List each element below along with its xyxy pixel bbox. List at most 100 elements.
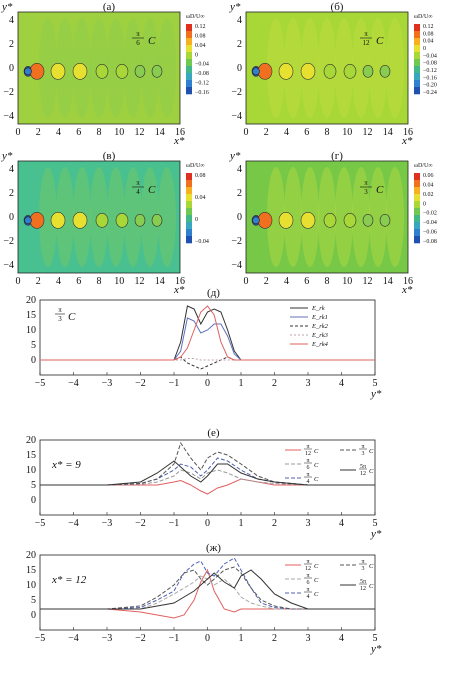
legend-unit: C: [314, 577, 319, 584]
colorbar-tick: 0: [195, 217, 198, 223]
vortex-2: [50, 212, 66, 229]
colorbar-swatch: [414, 201, 420, 209]
colorbar-swatch: [186, 31, 192, 39]
y-tick-label: 5: [31, 480, 36, 491]
wake-band: [56, 167, 74, 267]
wake-band: [56, 18, 74, 118]
y-axis-label: y*: [229, 150, 241, 162]
x-tick-label: −3: [102, 378, 113, 389]
y-tick-label: 20: [26, 435, 36, 446]
legend-numerator: 5π: [360, 464, 366, 470]
wake-band: [158, 18, 176, 118]
y-tick-label: −2: [231, 236, 242, 247]
x-tick-label: 6: [76, 127, 81, 138]
x-tick-label: 6: [76, 276, 81, 287]
colorbar-tick: 0.12: [423, 24, 434, 30]
x-tick-label: 2: [264, 276, 269, 287]
colorbar-tick: 0.08: [195, 173, 206, 179]
legend-numerator: π: [306, 559, 309, 565]
vortex-7: [151, 214, 163, 227]
colorbar-swatch: [186, 24, 192, 32]
x-tick-label: −5: [35, 378, 46, 389]
angle-unit: C: [376, 35, 384, 47]
x-tick-label: 16: [175, 276, 185, 287]
vortex-1: [29, 63, 45, 80]
colorbar-swatch: [414, 180, 420, 188]
x-tick-label: −3: [102, 518, 113, 529]
colorbar-tick: −0.12: [423, 68, 437, 74]
x-tick-label: 3: [306, 633, 311, 644]
colorbar-swatch: [186, 201, 192, 209]
angle-numerator: π: [364, 179, 368, 187]
colorbar-tick: −0.16: [195, 90, 209, 96]
series-line-4: [40, 305, 375, 361]
x-tick-label: 3: [306, 378, 311, 389]
colorbar-tick: −0.04: [195, 62, 209, 68]
wake-band: [141, 167, 159, 267]
x-tick-label: 14: [155, 127, 165, 138]
y-tick-label: −4: [231, 111, 242, 122]
x-tick-label: 0: [205, 378, 210, 389]
y-tick-label: 4: [237, 15, 242, 26]
y-tick-label: 10: [26, 580, 36, 591]
panel-label: (б): [331, 1, 344, 13]
plot-area: [39, 554, 376, 631]
y-axis-label: y*: [1, 150, 13, 162]
series-line-2: [40, 557, 375, 610]
wake-band: [39, 18, 57, 118]
x-tick-label: 4: [339, 378, 344, 389]
series-line-3: [40, 566, 375, 610]
vortex-4: [95, 64, 109, 79]
x-tick-label: −3: [102, 633, 113, 644]
y-tick-label: 20: [26, 295, 36, 306]
legend-unit: C: [314, 476, 319, 483]
wake-band: [386, 167, 404, 267]
legend-numerator: π: [306, 472, 309, 478]
series-line-0: [40, 568, 375, 619]
x-tick-label: 1: [239, 518, 244, 529]
legend-numerator: π: [361, 559, 364, 565]
colorbar-tick: 0.12: [195, 24, 206, 30]
series-line-4: [40, 460, 375, 486]
angle-unit: C: [148, 35, 156, 47]
colorbar-title: ωD/U∞: [186, 163, 205, 169]
x-tick-label: −2: [135, 518, 146, 529]
contour-panel-3: 0 2 4 6 8 10 12 14 16 4 2 0 −2 −4 x* y* (г) π3 CωD/U∞ 0.06 0…: [229, 150, 437, 296]
colorbar-swatch: [186, 187, 192, 195]
series-line-2: [40, 457, 375, 486]
vortex-6: [362, 214, 374, 227]
y-tick-label: −4: [231, 260, 242, 271]
legend-denominator: 12: [360, 586, 366, 592]
wake-band: [386, 18, 404, 118]
x-tick-label: 4: [56, 127, 61, 138]
wake-band: [267, 167, 285, 267]
x-tick-label: 12: [135, 276, 145, 287]
legend-unit: C: [314, 563, 319, 570]
legend-numerator: π: [306, 444, 309, 450]
vortex-6: [134, 65, 146, 78]
y-tick-label: 20: [26, 550, 36, 561]
vortex-5: [343, 64, 357, 79]
legend-denominator: 4: [307, 479, 310, 485]
colorbar-swatch: [414, 52, 420, 60]
colorbar-swatch: [186, 180, 192, 188]
colorbar-tick: 0: [195, 52, 198, 58]
legend-unit: C: [369, 448, 374, 455]
angle-denominator: 4: [136, 188, 140, 196]
x-tick-label: 5: [373, 518, 378, 529]
legend-unit: C: [314, 448, 319, 455]
colorbar-tick: −0.12: [195, 81, 209, 87]
x-tick-label: 6: [304, 127, 309, 138]
legend-label: E_rk: [311, 305, 325, 312]
y-tick-label: 4: [9, 164, 14, 175]
note-unit: C: [68, 311, 76, 323]
colorbar-tick: 0.04: [423, 182, 434, 188]
vortex-3: [72, 212, 88, 229]
y-tick-label: 4: [237, 164, 242, 175]
legend-unit: C: [314, 462, 319, 469]
wake-band: [124, 167, 142, 267]
angle-numerator: π: [136, 30, 140, 38]
plot-area: [39, 439, 376, 516]
